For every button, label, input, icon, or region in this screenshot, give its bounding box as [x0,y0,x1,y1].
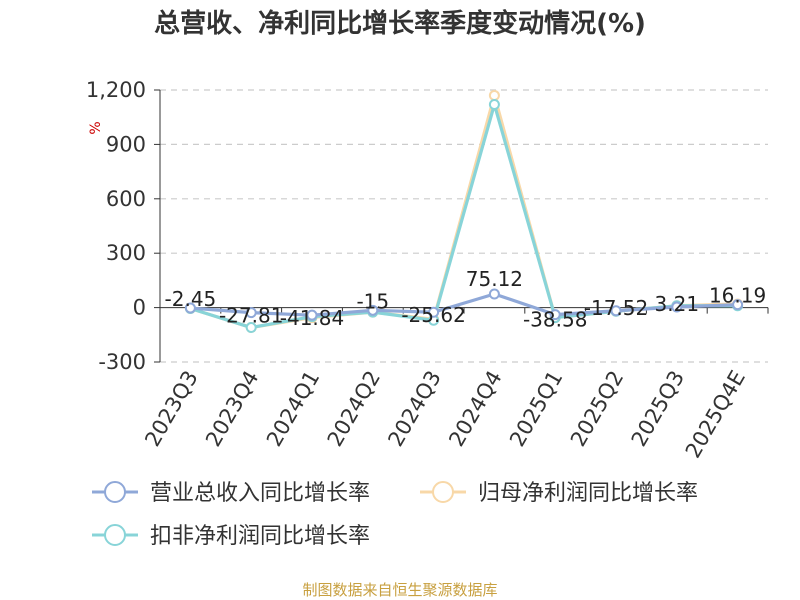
data-label: -25.62 [401,303,465,327]
y-tick-label: 1,200 [86,78,146,102]
data-point [184,302,196,314]
data-label: 3.21 [655,292,700,316]
data-point [428,306,440,318]
legend-label: 扣非净利润同比增长率 [150,524,370,549]
y-tick-label: 0 [133,296,146,320]
legend-label: 营业总收入同比增长率 [150,481,370,506]
y-unit-label: % [88,121,104,134]
data-point [245,322,257,334]
legend-swatch-marker [432,481,454,503]
x-tick-label: 2024Q3 [383,366,445,450]
x-tick-label: 2025Q3 [627,367,689,451]
x-axis: 2023Q32023Q42024Q12024Q22024Q32024Q42025… [140,307,769,463]
data-point [732,299,744,311]
legend-label: 归母净利润同比增长率 [478,481,698,506]
data-label: -17.52 [584,296,648,320]
data-point [610,305,622,317]
legend-item: 营业总收入同比增长率 [92,481,370,506]
data-point [245,307,257,319]
data-point [488,89,500,101]
chart-title: 总营收、净利同比增长率季度变动情况(%) [154,8,646,39]
data-point [488,288,500,300]
y-tick-label: -300 [98,350,146,374]
grid-lines [160,89,768,363]
legend-item: 归母净利润同比增长率 [420,481,698,506]
data-point [488,99,500,111]
y-tick-label: 300 [106,241,146,265]
data-label: -41.84 [280,306,344,330]
x-tick-label: 2025Q1 [505,367,567,451]
data-label: 16.19 [709,284,766,308]
data-point [306,309,318,321]
data-label: -38.58 [523,308,587,332]
y-axis: -300 0 300 600 900 1,200 [86,78,161,374]
x-tick-label: 2024Q2 [323,367,385,451]
data-point [549,309,561,321]
source-note: 制图数据来自恒生聚源数据库 [302,581,497,599]
x-tick-label: 2023Q3 [140,367,202,451]
legend-item: 扣非净利润同比增长率 [92,524,370,549]
data-label: -2.45 [165,287,217,311]
legend-swatch-marker [104,481,126,503]
data-point [367,304,379,316]
data-label: 75.12 [466,267,523,291]
x-tick-label: 2023Q4 [201,367,263,451]
x-tick-label: 2025Q4E [681,367,750,463]
data-label: -27.81 [219,304,283,328]
y-tick-label: 900 [106,132,146,156]
legend-swatch-marker [104,524,126,546]
x-tick-label: 2024Q1 [262,367,324,451]
x-tick-label: 2024Q4 [444,367,506,451]
series-line [190,292,738,317]
data-labels: -2.45-27.81-41.84 -15 -25.6275.12-38.58-17… [165,267,767,332]
y-tick-label: 600 [106,187,146,211]
data-label: -15 [356,289,389,313]
data-point [671,301,683,313]
series-layer [184,89,744,334]
x-tick-label: 2025Q2 [566,367,628,451]
